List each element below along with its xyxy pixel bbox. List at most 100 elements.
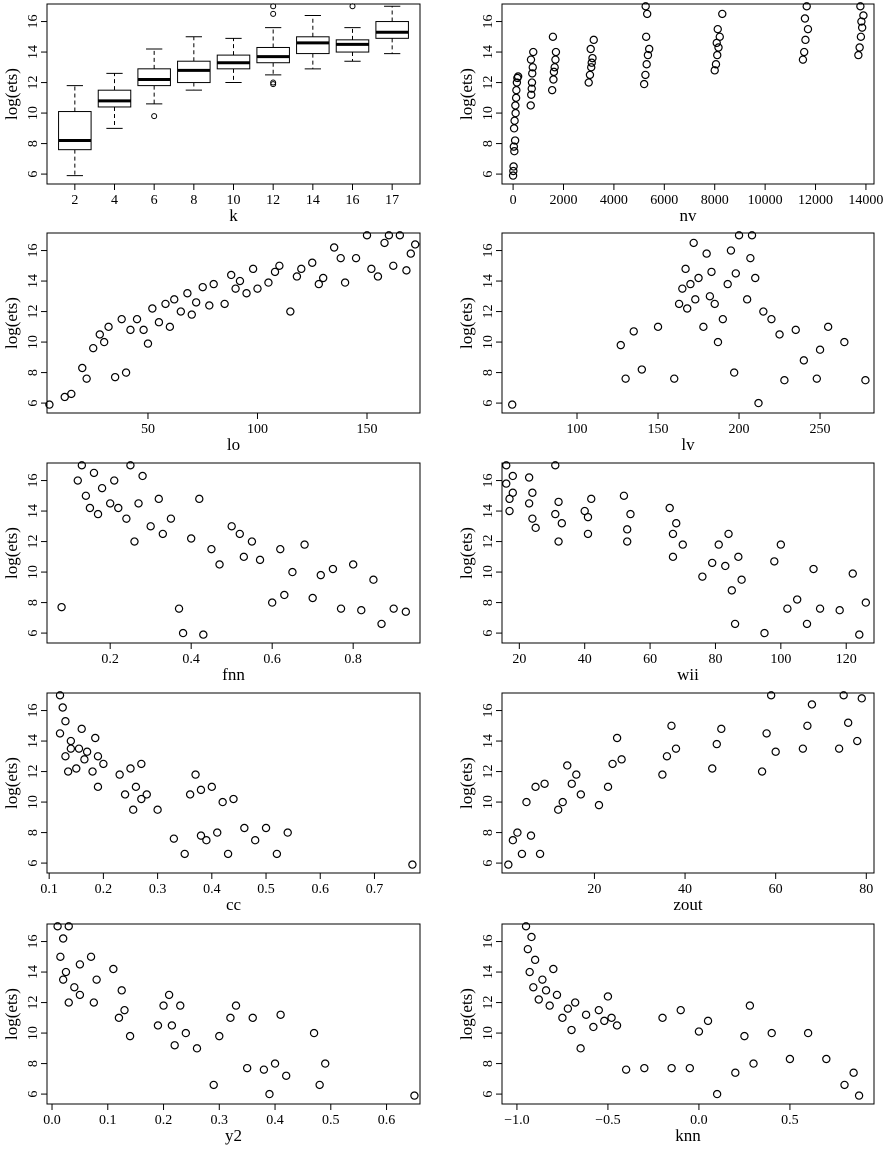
point — [840, 1080, 849, 1090]
point — [511, 108, 520, 118]
y-tick-label: 6 — [26, 1091, 41, 1098]
point — [139, 325, 148, 335]
point — [508, 836, 518, 845]
point — [315, 1080, 324, 1090]
y-tick-label: 10 — [26, 106, 41, 120]
y-tick-label: 10 — [26, 565, 41, 579]
point — [524, 473, 534, 482]
y-tick-label: 8 — [26, 369, 41, 376]
x-tick-label: 100 — [247, 422, 268, 437]
x-tick-label: 4 — [111, 193, 118, 208]
y-tick-label: 8 — [481, 140, 496, 147]
point — [734, 231, 744, 240]
point — [272, 849, 282, 859]
x-tick-label: 0 — [510, 193, 517, 208]
point — [239, 552, 249, 562]
point — [527, 78, 537, 87]
point — [527, 84, 536, 93]
point — [117, 986, 126, 995]
x-tick-label: 60 — [643, 652, 657, 667]
x-axis-label: lo — [227, 435, 240, 454]
point — [644, 44, 654, 54]
point — [259, 1065, 269, 1074]
point — [215, 1031, 224, 1041]
point — [367, 264, 376, 274]
point — [64, 922, 73, 931]
point — [563, 1004, 573, 1013]
point — [670, 374, 679, 383]
point — [780, 376, 789, 385]
y-tick-label: 8 — [481, 599, 496, 606]
point — [861, 598, 871, 607]
y-tick-label: 8 — [26, 1060, 41, 1067]
point — [617, 755, 626, 764]
point — [665, 503, 674, 513]
y-tick-label: 14 — [481, 45, 496, 59]
point — [134, 499, 143, 508]
point — [747, 231, 757, 240]
x-tick-label: 0.6 — [378, 1113, 396, 1128]
point — [126, 764, 135, 773]
point — [803, 721, 812, 730]
x-axis-label: nv — [680, 206, 698, 225]
point — [410, 1091, 419, 1100]
point — [267, 598, 277, 607]
y-tick-label: 14 — [26, 274, 41, 288]
x-tick-label: 40 — [578, 652, 592, 667]
point — [82, 747, 92, 756]
point — [802, 619, 812, 629]
point — [576, 1044, 585, 1053]
y-tick-label: 16 — [481, 935, 496, 949]
x-axis-label: lv — [681, 435, 695, 454]
point — [138, 471, 147, 481]
point — [726, 246, 736, 255]
point — [621, 374, 630, 383]
point — [849, 1068, 858, 1077]
y-tick-label: 12 — [26, 76, 41, 90]
point — [276, 544, 285, 554]
x-tick-label: 4000 — [600, 193, 628, 208]
y-tick-label: 12 — [481, 76, 496, 90]
point — [70, 983, 79, 992]
point — [855, 43, 864, 52]
point — [641, 32, 651, 41]
point — [309, 1028, 319, 1038]
point — [93, 509, 103, 519]
point — [857, 17, 866, 26]
point — [746, 253, 755, 263]
x-tick-label: 10000 — [748, 193, 783, 208]
point — [504, 860, 513, 869]
point — [508, 400, 517, 409]
point — [64, 998, 73, 1007]
point — [529, 47, 538, 57]
point — [143, 339, 153, 348]
point — [297, 264, 306, 274]
point — [548, 32, 558, 41]
point — [521, 922, 531, 931]
point — [762, 729, 771, 738]
point — [61, 752, 70, 761]
point — [587, 494, 596, 504]
point — [694, 1027, 704, 1036]
point — [554, 537, 563, 546]
point — [508, 471, 517, 481]
point — [223, 849, 233, 859]
point — [594, 1005, 604, 1015]
box — [335, 39, 370, 53]
point — [854, 1091, 864, 1100]
point — [528, 514, 537, 523]
point — [401, 607, 411, 616]
point — [737, 575, 746, 584]
box — [256, 46, 290, 64]
y-tick-label: 12 — [481, 996, 496, 1010]
point — [583, 512, 593, 522]
point — [641, 70, 650, 80]
point — [509, 142, 519, 151]
box — [97, 89, 132, 108]
point — [527, 932, 536, 942]
point — [67, 389, 76, 399]
point — [86, 952, 96, 961]
y-tick-label: 6 — [481, 860, 496, 867]
point — [235, 276, 245, 286]
box — [58, 111, 92, 151]
